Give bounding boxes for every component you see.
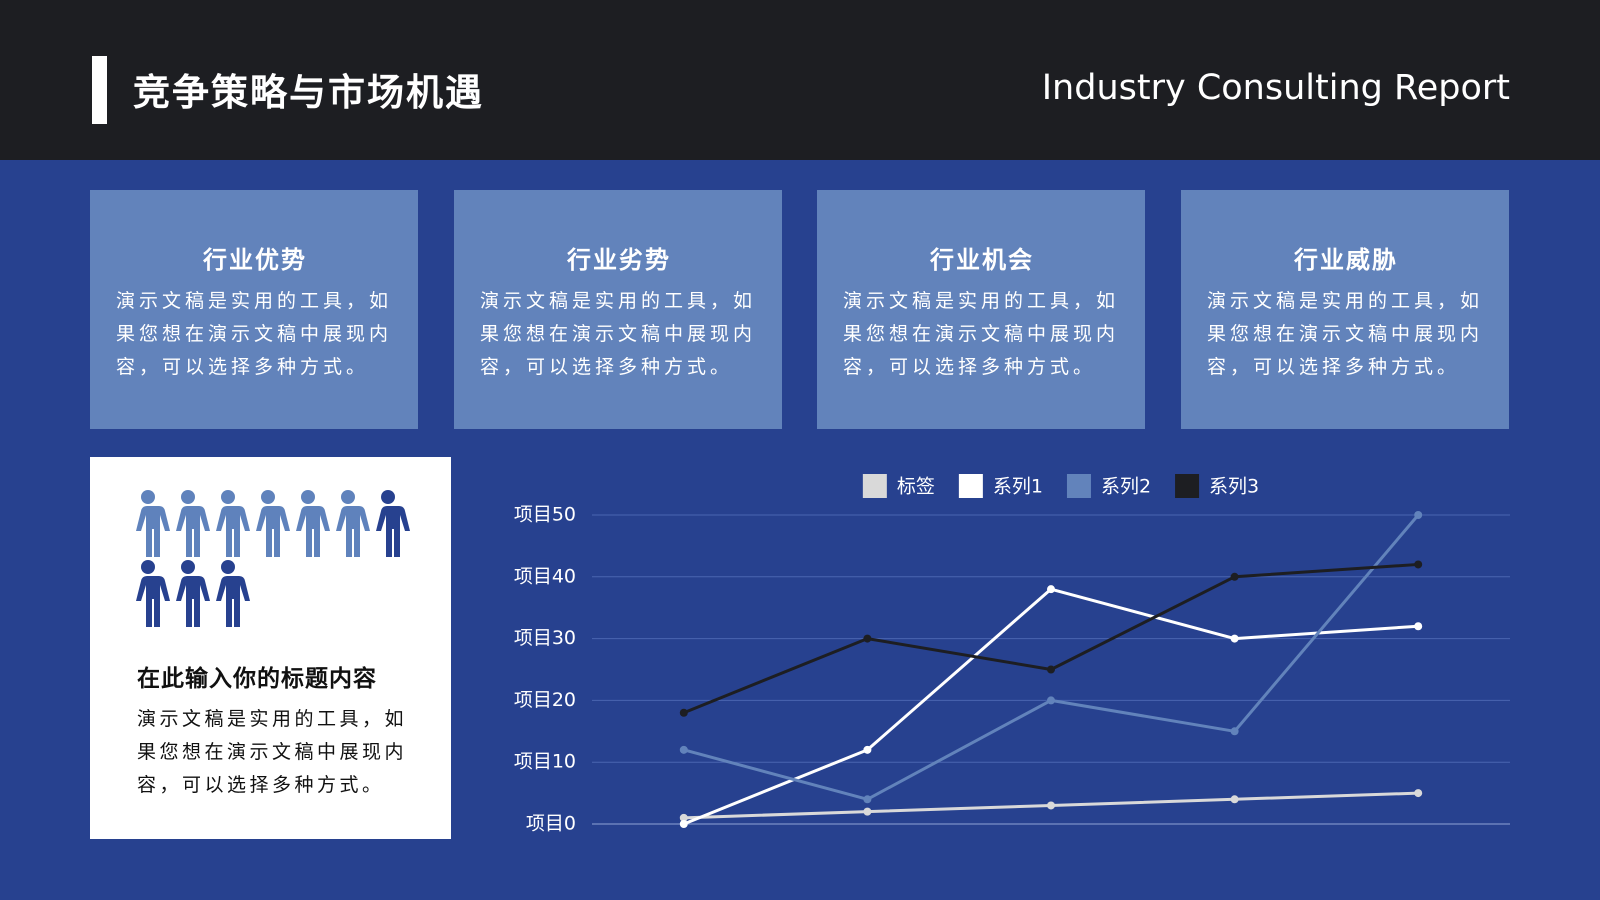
data-point: [1047, 801, 1055, 810]
data-point: [1414, 511, 1423, 519]
data-point: [1230, 795, 1239, 804]
person-icon: [336, 490, 370, 557]
data-point: [1047, 665, 1055, 674]
y-tick-label: 项目30: [514, 627, 576, 649]
card: 行业劣势演示文稿是实用的工具，如果您想在演示文稿中展现内容，可以选择多种方式。: [454, 190, 782, 429]
data-point: [1047, 585, 1055, 594]
person-icon: [136, 490, 170, 557]
data-point: [679, 820, 688, 828]
series-line: [683, 587, 1419, 826]
series-line: [683, 514, 1420, 801]
legend-label: 标签: [897, 476, 935, 498]
person-icon: [216, 560, 250, 627]
data-point: [679, 813, 688, 822]
card: 行业机会演示文稿是实用的工具，如果您想在演示文稿中展现内容，可以选择多种方式。: [817, 190, 1145, 429]
series-line: [683, 562, 1419, 715]
data-point: [1230, 572, 1239, 581]
person-icon: [176, 490, 210, 557]
card-text: 演示文稿是实用的工具，如果您想在演示文稿中展现内容，可以选择多种方式。: [1207, 290, 1484, 378]
slide-subtitle: Industry Consulting Report: [1041, 68, 1510, 108]
data-point: [679, 708, 688, 717]
legend-label: 系列1: [993, 476, 1043, 498]
person-icon: [256, 490, 290, 557]
header: [0, 0, 1600, 160]
card: 行业优势演示文稿是实用的工具，如果您想在演示文稿中展现内容，可以选择多种方式。: [90, 190, 418, 429]
card-title: 行业机会: [930, 246, 1034, 274]
slide-title: 竞争策略与市场机遇: [133, 71, 484, 114]
card-text: 演示文稿是实用的工具，如果您想在演示文稿中展现内容，可以选择多种方式。: [116, 290, 393, 378]
card-title: 行业威胁: [1294, 246, 1398, 274]
legend-swatch: [958, 474, 983, 498]
data-point: [863, 795, 872, 804]
title-accent: [92, 56, 107, 124]
card-title: 行业劣势: [567, 246, 671, 274]
legend-swatch: [1175, 474, 1200, 498]
data-point: [863, 807, 872, 816]
card-title: 行业优势: [203, 246, 307, 274]
series-line: [683, 791, 1419, 820]
person-icon: [376, 490, 410, 557]
data-point: [1230, 727, 1239, 736]
y-tick-label: 项目0: [526, 813, 576, 835]
person-icon: [136, 560, 170, 627]
info-panel: 在此输入你的标题内容 演示文稿是实用的工具，如果您想在演示文稿中展现内容，可以选…: [90, 457, 451, 839]
data-point: [863, 745, 872, 754]
y-tick-label: 项目50: [514, 504, 576, 526]
legend-swatch: [862, 474, 887, 498]
person-icon: [216, 490, 250, 557]
data-point: [1047, 696, 1055, 705]
legend-label: 系列2: [1101, 476, 1151, 498]
data-point: [1230, 634, 1239, 643]
y-tick-label: 项目40: [514, 565, 576, 587]
legend-swatch: [1066, 474, 1091, 498]
card-text: 演示文稿是实用的工具，如果您想在演示文稿中展现内容，可以选择多种方式。: [843, 290, 1120, 378]
panel-text: 演示文稿是实用的工具，如果您想在演示文稿中展现内容，可以选择多种方式。: [137, 708, 408, 796]
data-point: [679, 745, 688, 754]
data-point: [863, 634, 872, 643]
card-text: 演示文稿是实用的工具，如果您想在演示文稿中展现内容，可以选择多种方式。: [480, 290, 757, 378]
card: 行业威胁演示文稿是实用的工具，如果您想在演示文稿中展现内容，可以选择多种方式。: [1181, 190, 1509, 429]
data-point: [1414, 789, 1423, 798]
y-tick-label: 项目10: [514, 751, 576, 773]
person-icon: [296, 490, 330, 557]
legend-label: 系列3: [1209, 476, 1259, 498]
data-point: [1414, 622, 1423, 631]
data-point: [1414, 560, 1423, 569]
y-tick-label: 项目20: [514, 689, 576, 711]
person-icon: [176, 560, 210, 627]
people-icons: [136, 490, 410, 627]
panel-title: 在此输入你的标题内容: [137, 666, 377, 692]
